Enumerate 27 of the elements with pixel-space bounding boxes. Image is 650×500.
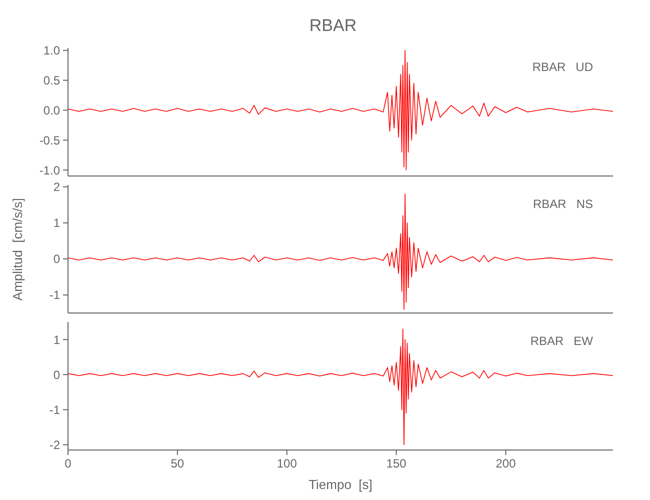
x-tick-label: 150 [386,456,407,471]
line-series [68,194,613,310]
y-tick-label: 1.0 [43,44,60,58]
y-tick-label: 0.5 [43,74,60,88]
y-tick-label: 1 [53,332,60,347]
annotation: RBAR UD [532,60,593,74]
y-tick-label: -0.5 [39,133,60,148]
x-tick-label: 100 [276,456,298,471]
line-series [68,328,613,446]
y-tick-label: -1 [49,288,60,302]
x-tick-label: 50 [170,456,184,471]
annotation: RBAR EW [530,334,593,348]
y-axis-title: Amplitud [cm/s/s] [10,198,24,300]
y-tick-label: 1 [53,216,60,230]
y-tick-label: -2 [49,438,60,452]
line-series [68,50,613,170]
y-tick-label: 0 [53,252,60,266]
chart-title: RBAR [308,16,358,36]
x-tick-label: 0 [64,456,72,471]
x-axis-title: Tiempo [s] [308,477,374,492]
y-tick-label: -1.0 [39,163,60,178]
y-tick-label: 0.0 [43,103,60,118]
y-tick-label: -1 [49,402,60,417]
y-tick-label: 2 [53,180,60,194]
y-tick-label: 0 [53,368,60,382]
x-tick-label: 200 [496,456,516,471]
annotation: RBAR NS [532,197,593,211]
